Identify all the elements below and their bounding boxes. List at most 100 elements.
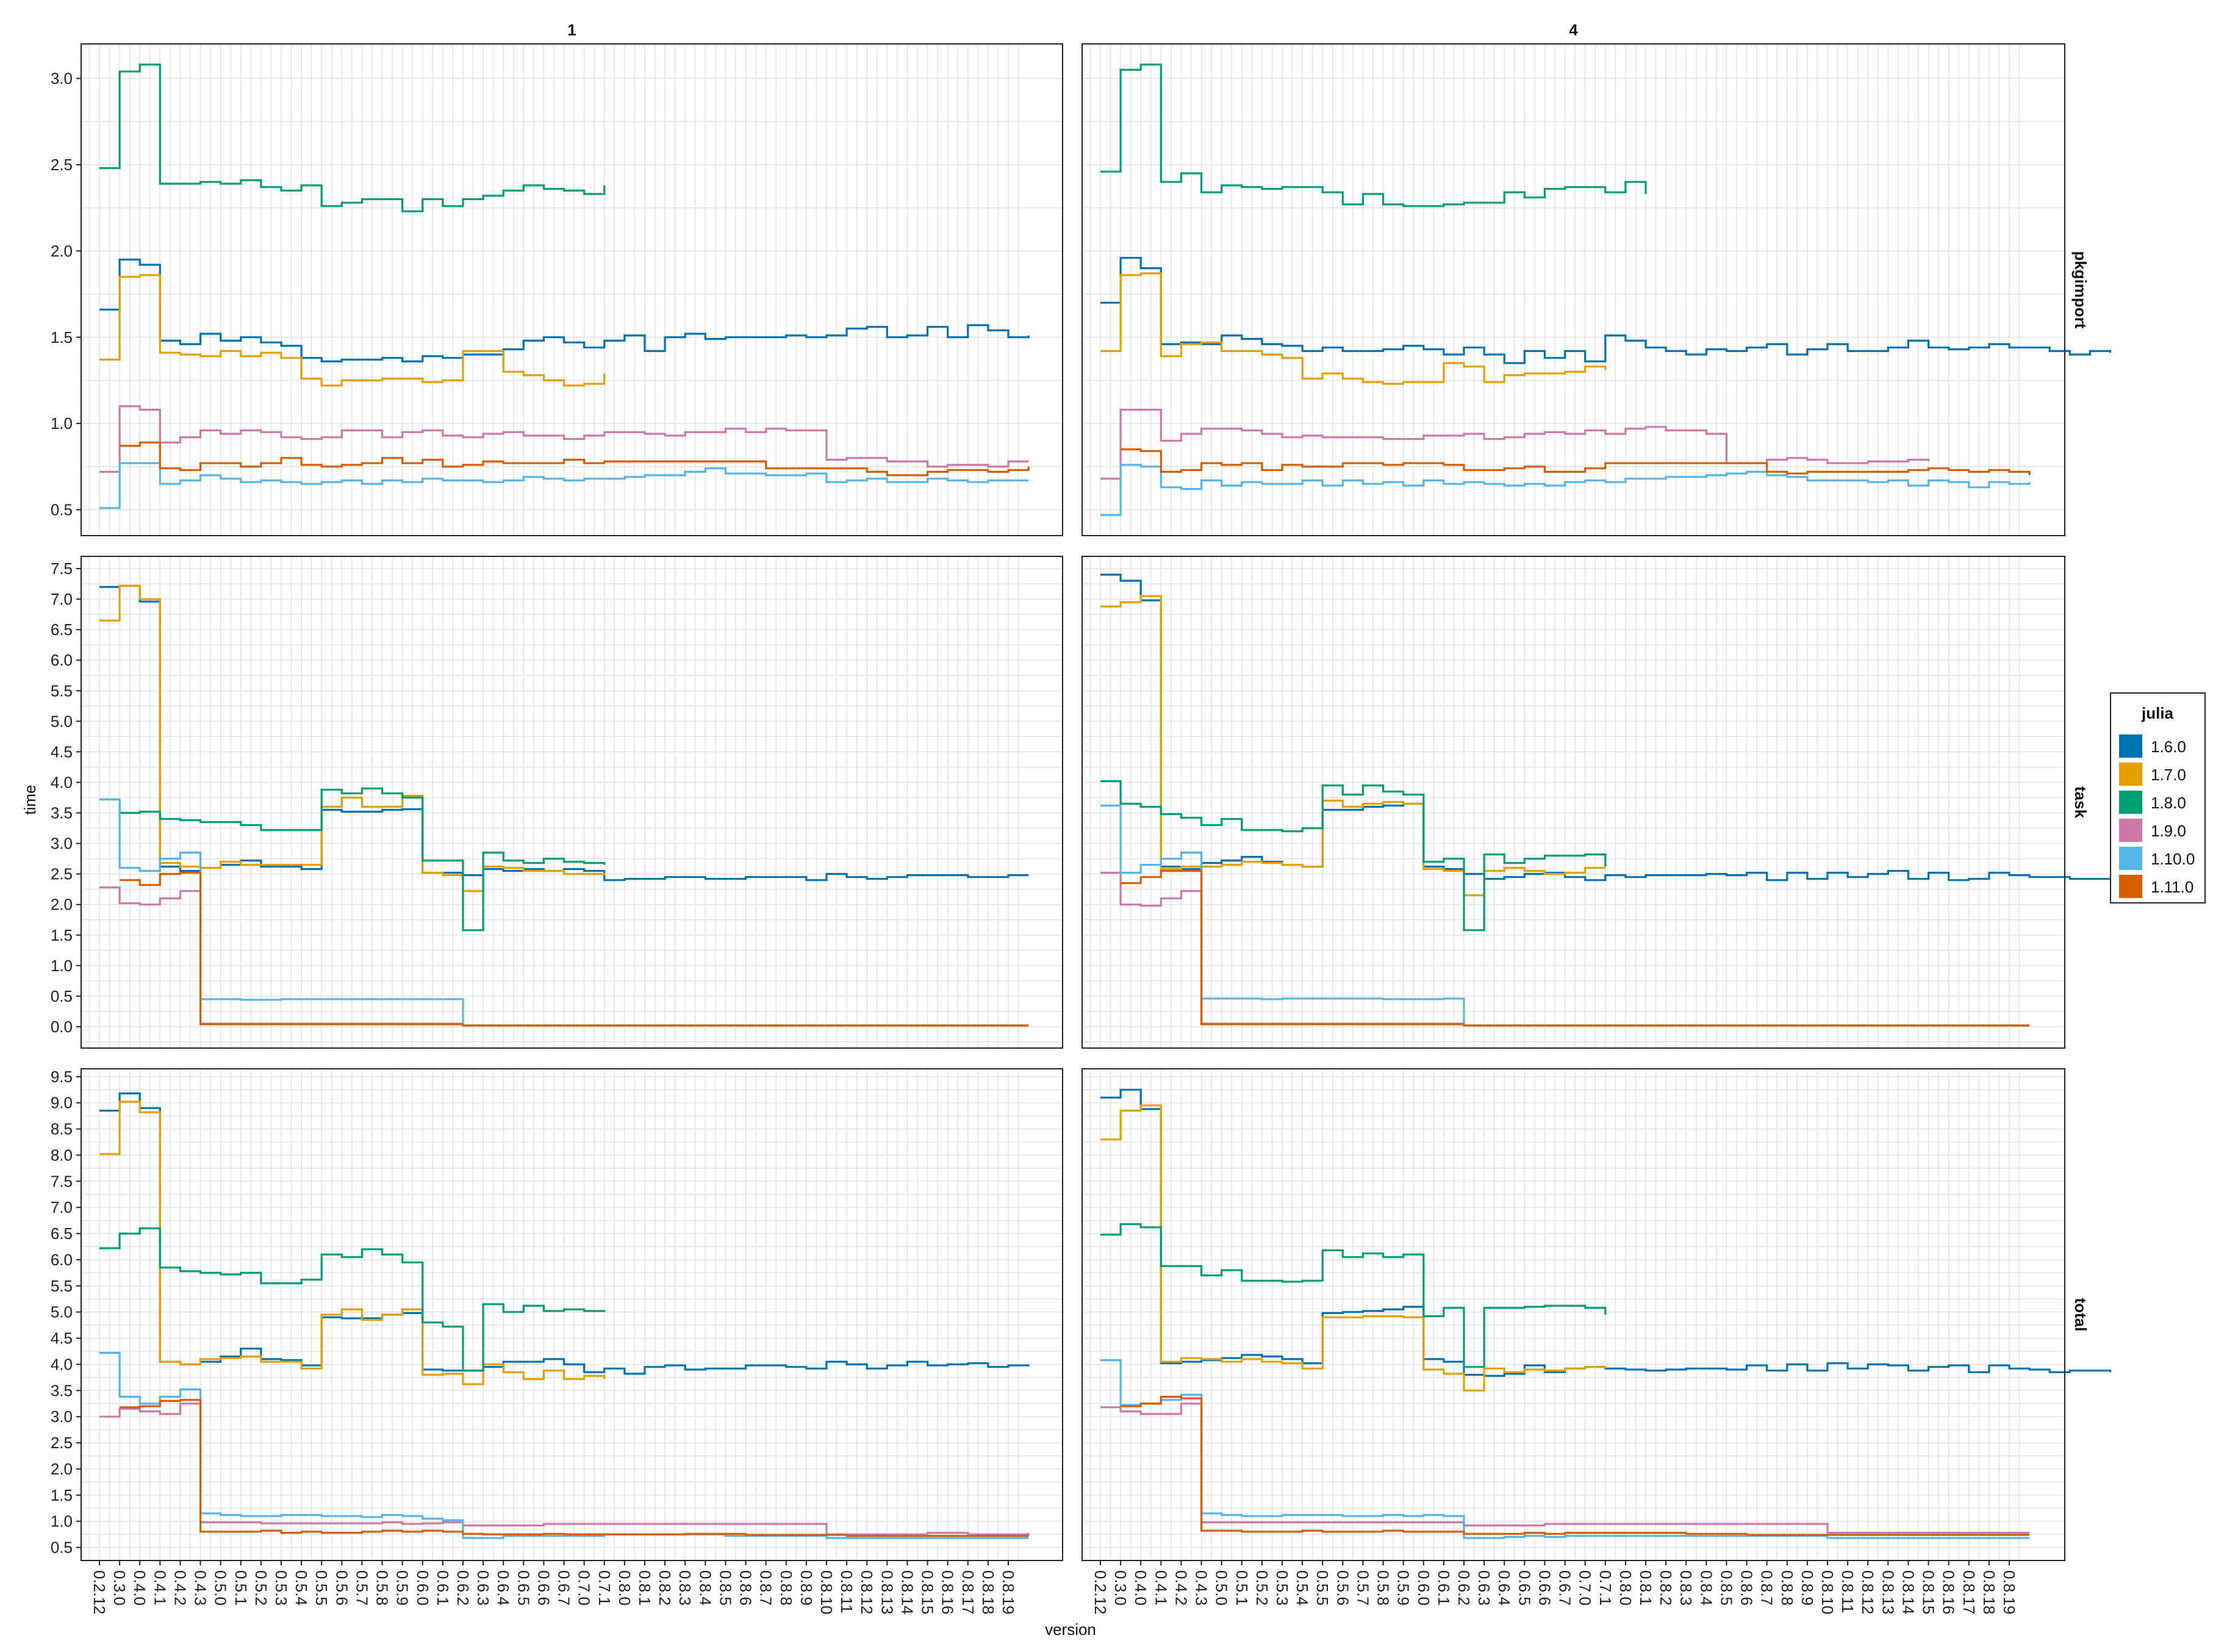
y-tick-label: 5.0: [51, 1303, 73, 1321]
y-tick-label: 3.5: [51, 804, 73, 822]
x-tick-label: 0.2.12: [90, 1570, 109, 1614]
x-tick-label: 0.4.3: [192, 1570, 210, 1606]
x-tick-label: 0.8.14: [898, 1570, 916, 1614]
x-tick-label: 0.8.3: [676, 1570, 694, 1606]
strip-labels-group: 1 4 pkgimport task total: [567, 21, 2090, 1331]
y-tick-label: 3.0: [51, 70, 73, 88]
x-tick-label: 0.5.1: [232, 1570, 250, 1606]
x-tick-label: 0.6.6: [534, 1570, 553, 1606]
panel-frame: [1081, 1068, 2065, 1561]
x-tick-label: 0.7.0: [575, 1570, 594, 1606]
series-line-1-7-0: [99, 1101, 606, 1385]
x-tick-label: 0.5.5: [312, 1570, 331, 1606]
x-tick-label: 0.6.1: [434, 1570, 452, 1606]
x-tick-label: 0.6.7: [555, 1570, 573, 1606]
x-tick-label: 0.8.11: [837, 1570, 856, 1613]
series-line-1-7-0: [1100, 272, 1607, 385]
x-tick-label: 0.8.7: [1758, 1570, 1776, 1606]
x-tick-label: 0.4.1: [151, 1570, 169, 1606]
series-line-1-10-0: [1100, 1359, 2030, 1539]
y-tick-label: 7.0: [51, 590, 73, 608]
strip-label-col-4: 4: [1569, 21, 1578, 39]
legend-swatch-1-7-0: [2119, 763, 2142, 786]
y-tick-label: 4.5: [51, 1329, 73, 1348]
series-line-1-11-0: [1121, 448, 2031, 475]
y-tick-label: 4.0: [51, 1355, 73, 1373]
x-tick-label: 0.8.18: [979, 1570, 997, 1614]
x-tick-label: 0.6.6: [1535, 1570, 1554, 1606]
x-tick-label: 0.8.2: [656, 1570, 674, 1606]
x-tick-label: 0.6.1: [1435, 1570, 1453, 1606]
x-tick-label: 0.8.1: [1637, 1570, 1655, 1606]
y-tick-label: 0.5: [51, 1539, 73, 1557]
series-line-1-6-0: [1100, 257, 2112, 364]
x-tick-label: 0.8.9: [797, 1570, 816, 1606]
x-tick-label: 0.4.2: [1172, 1570, 1190, 1606]
x-tick-label: 0.8.15: [1920, 1570, 1938, 1614]
x-tick-label: 0.8.0: [1616, 1570, 1635, 1606]
x-tick-label: 0.6.3: [474, 1570, 492, 1606]
legend-label-1-7-0: 1.7.0: [2151, 766, 2186, 784]
y-tick-label: 3.0: [51, 835, 73, 853]
x-tick-label: 0.5.5: [1313, 1570, 1332, 1606]
panel-pkgimport-4: [1081, 43, 2112, 536]
x-axis-labels-group: 0.2.12 0.3.0 0.4.0 0.4.1 0.4.2 0.4.3 0.5.0 0.5.…: [90, 1560, 2018, 1614]
x-tick-label: 0.8.14: [1899, 1570, 1917, 1614]
grid: [81, 1069, 1063, 1561]
x-tick-label: 0.4.3: [1193, 1570, 1211, 1606]
x-tick-label: 0.6.7: [1556, 1570, 1574, 1606]
legend-items: 1.6.0 1.7.0 1.8.0 1.9.0 1.10.0 1.11.0: [2119, 734, 2195, 898]
y-tick-label: 5.5: [51, 681, 73, 700]
panel-frame: [81, 43, 1063, 536]
y-tick-label: 2.0: [51, 896, 73, 914]
y-tick-label: 0.5: [51, 501, 73, 519]
x-tick-label: 0.8.3: [1677, 1570, 1695, 1606]
x-tick-label: 0.5.2: [1253, 1570, 1271, 1606]
x-tick-label: 0.8.4: [1697, 1570, 1715, 1606]
series-line-1-8-0: [99, 1227, 606, 1372]
y-tick-label: 7.5: [51, 1172, 73, 1190]
x-tick-label: 0.8.16: [1940, 1570, 1958, 1614]
series-line-1-8-0: [1100, 63, 1647, 207]
y-tick-label: 1.5: [51, 1486, 73, 1504]
strip-label-row-total: total: [2071, 1298, 2090, 1332]
panel-total-4: [1081, 1068, 2112, 1561]
panel-total-1: 0.5 1.0 1.5 2.0 2.5 3.0 3.5 4.0 4.5 5.0 5.5 6.0 6.5 7…: [51, 1068, 1063, 1561]
x-tick-label: 0.5.1: [1233, 1570, 1251, 1606]
x-tick-label: 0.4.0: [131, 1570, 149, 1606]
legend-swatch-1-11-0: [2119, 875, 2142, 898]
x-tick-label: 0.5.3: [1273, 1570, 1291, 1606]
x-tick-label: 0.5.0: [1213, 1570, 1231, 1606]
x-tick-label: 0.6.4: [1495, 1570, 1513, 1606]
legend-swatch-1-6-0: [2119, 734, 2142, 758]
series-line-1-11-0: [120, 1399, 1029, 1537]
y-tick-label: 1.0: [51, 1512, 73, 1531]
y-tick-label: 2.5: [51, 865, 73, 883]
x-tick-label: 0.6.5: [1515, 1570, 1533, 1606]
x-tick-label: 0.3.0: [1111, 1570, 1130, 1606]
x-tick-label: 0.6.2: [1455, 1570, 1473, 1606]
x-tick-label: 0.5.0: [212, 1570, 230, 1606]
strip-label-col-1: 1: [567, 21, 576, 39]
series-line-1-6-0: [99, 1092, 1030, 1375]
x-tick-label: 0.8.19: [999, 1570, 1017, 1614]
x-tick-label: 0.5.7: [353, 1570, 371, 1606]
y-tick-label: 3.5: [51, 1381, 73, 1399]
x-tick-label: 0.8.2: [1657, 1570, 1675, 1606]
y-tick-label: 5.5: [51, 1277, 73, 1295]
grid: [81, 44, 1063, 536]
y-tick-label: 0.0: [51, 1018, 73, 1036]
x-tick-label: 0.8.6: [737, 1570, 755, 1606]
x-tick-label: 0.8.12: [1859, 1570, 1877, 1614]
x-tick-label: 0.6.5: [514, 1570, 533, 1606]
y-tick-label: 3.0: [51, 1407, 73, 1426]
x-tick-label: 0.5.8: [373, 1570, 392, 1606]
y-tick-label: 2.5: [51, 156, 73, 174]
x-tick-label: 0.8.4: [696, 1570, 714, 1606]
grid: [81, 556, 1063, 1048]
x-tick-label: 0.8.13: [1879, 1570, 1897, 1614]
x-tick-label: 0.5.8: [1374, 1570, 1393, 1606]
x-tick-label: 0.8.10: [817, 1570, 836, 1614]
